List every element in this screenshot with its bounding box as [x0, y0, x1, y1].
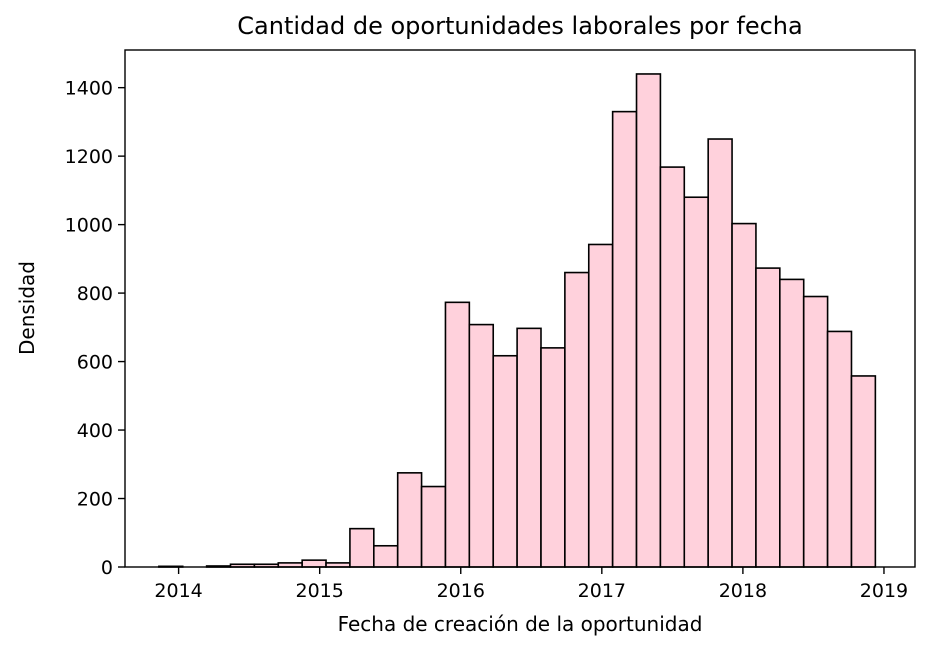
y-tick-label: 800 [77, 283, 113, 305]
histogram-bar [683, 196, 709, 568]
histogram-bar [492, 354, 518, 568]
histogram-bar [564, 271, 590, 568]
histogram-bar [731, 222, 757, 568]
y-tick-label: 200 [77, 489, 113, 511]
y-tick-label: 0 [101, 557, 113, 579]
x-tick-label: 2014 [154, 580, 202, 602]
histogram-bar [659, 166, 686, 568]
plot-frame [124, 49, 916, 568]
histogram-bar [802, 295, 829, 568]
x-tick-label: 2017 [578, 580, 626, 602]
histogram-bar [635, 73, 662, 568]
histogram-bar [420, 485, 447, 568]
chart-title: Cantidad de oportunidades laborales por … [237, 12, 803, 40]
histogram-bar [826, 330, 853, 568]
x-axis-ticks: 2014 2015 2016 2017 2018 2019 [154, 567, 908, 602]
histogram-bar [373, 544, 399, 568]
histogram-bars [158, 73, 877, 568]
y-tick-label: 1200 [65, 146, 113, 168]
y-tick-label: 400 [77, 420, 113, 442]
histogram-bar [707, 138, 733, 568]
histogram-bar [516, 327, 542, 568]
y-axis-ticks: 0 200 400 600 800 1000 1200 1400 [65, 78, 125, 579]
histogram-bar [468, 323, 495, 568]
x-tick-label: 2016 [437, 580, 485, 602]
y-tick-label: 600 [77, 352, 113, 374]
histogram-bar [540, 347, 566, 568]
histogram-bar [779, 278, 805, 568]
histogram-bar [850, 375, 877, 568]
histogram-bar [755, 267, 781, 568]
histogram-bar [301, 559, 327, 568]
histogram-bar [444, 301, 471, 568]
y-tick-label: 1400 [65, 78, 113, 100]
histogram-bar [611, 110, 638, 568]
x-tick-label: 2019 [860, 580, 908, 602]
x-tick-label: 2015 [295, 580, 343, 602]
histogram-bar [396, 472, 423, 568]
x-tick-label: 2018 [719, 580, 767, 602]
histogram-bar [587, 243, 614, 568]
y-tick-label: 1000 [65, 215, 113, 237]
histogram-bar [349, 527, 375, 568]
x-axis-label: Fecha de creación de la oportunidad [337, 612, 703, 636]
